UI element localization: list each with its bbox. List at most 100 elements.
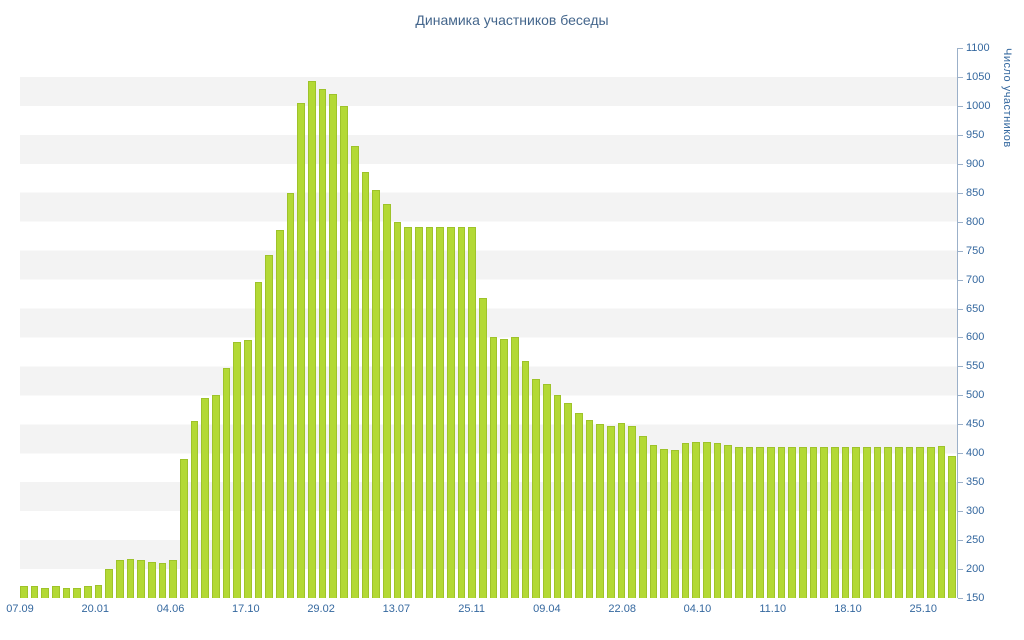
bar — [724, 444, 733, 598]
y-tick-mark — [958, 395, 963, 397]
chart-title: Динамика участников беседы — [415, 12, 609, 28]
bar — [574, 412, 583, 598]
bar — [532, 379, 540, 598]
y-tick-label: 750 — [966, 244, 985, 257]
y-tick-mark — [958, 540, 963, 542]
bar — [414, 227, 423, 598]
bar — [564, 402, 572, 598]
x-tick-label: 25.11 — [458, 603, 485, 615]
bar — [884, 447, 893, 598]
bar — [863, 447, 871, 598]
y-tick-mark — [958, 279, 963, 281]
bar — [735, 447, 743, 598]
bar — [244, 339, 252, 598]
bar — [468, 227, 476, 598]
y-tick-mark — [958, 482, 963, 484]
y-tick-mark — [958, 569, 963, 571]
bar — [116, 560, 124, 598]
bar — [841, 447, 850, 598]
bar — [703, 441, 711, 598]
bar — [809, 447, 818, 598]
bar — [660, 448, 668, 598]
y-tick-label: 350 — [966, 476, 985, 489]
y-tick-mark — [958, 598, 963, 599]
x-tick-label: 29.02 — [307, 603, 335, 615]
y-tick-mark — [958, 48, 963, 49]
bar — [340, 105, 348, 598]
y-tick-mark — [958, 250, 963, 252]
x-tick-label: 17.10 — [232, 603, 260, 615]
bar — [500, 338, 508, 598]
bar — [606, 426, 615, 598]
bar — [670, 450, 679, 598]
bar — [927, 447, 935, 598]
bar — [73, 587, 82, 598]
bar — [318, 88, 327, 598]
y-tick-label: 900 — [966, 157, 985, 170]
bar — [361, 172, 370, 598]
bar — [180, 459, 188, 598]
y-tick-label: 300 — [966, 505, 985, 518]
bar — [276, 230, 284, 598]
bar — [788, 447, 797, 598]
bar — [84, 586, 92, 598]
bar — [916, 447, 925, 598]
bar — [201, 398, 210, 598]
bar — [404, 227, 412, 598]
y-tick-label: 550 — [966, 360, 985, 373]
bar — [542, 383, 551, 598]
x-tick-label: 22.08 — [608, 603, 636, 615]
bar — [148, 561, 156, 598]
x-tick-label: 13.07 — [382, 603, 411, 615]
y-tick-mark — [958, 366, 963, 368]
y-tick-mark — [958, 221, 963, 223]
bar — [329, 94, 338, 598]
y-tick-label: 650 — [966, 302, 985, 315]
bar — [596, 424, 604, 598]
y-axis: 1100 1050 1000 950 900 850 800 750 700 650 600 550 5… — [957, 42, 1019, 604]
bar — [158, 563, 167, 598]
bar — [852, 447, 861, 598]
y-tick-label: 700 — [966, 273, 985, 286]
bar — [692, 441, 700, 598]
y-tick-label: 200 — [966, 563, 985, 576]
bar — [169, 560, 178, 598]
bar — [297, 103, 306, 598]
y-tick-mark — [958, 424, 963, 426]
bar-series — [20, 48, 957, 598]
bar — [937, 446, 946, 598]
bar — [457, 227, 466, 598]
bar — [777, 447, 786, 598]
bar — [478, 298, 487, 598]
y-tick-label: 950 — [966, 128, 985, 141]
y-tick-mark — [958, 105, 963, 107]
y-tick-mark — [958, 453, 963, 455]
y-tick-mark — [958, 192, 963, 194]
y-tick-label: 150 — [966, 592, 985, 604]
bar — [254, 282, 263, 598]
y-tick-label: 400 — [966, 447, 985, 460]
bar — [393, 221, 402, 598]
y-tick-mark — [958, 337, 963, 339]
x-tick-label: 04.06 — [156, 603, 185, 615]
bar — [756, 447, 765, 598]
bar — [799, 447, 807, 598]
bar — [585, 420, 594, 598]
bar — [382, 204, 391, 598]
bar — [62, 587, 71, 598]
bar — [52, 586, 60, 598]
bar — [212, 395, 220, 598]
bar — [265, 255, 274, 598]
bar — [831, 447, 839, 598]
y-tick-label: 800 — [966, 215, 985, 228]
x-tick-label: 09.04 — [533, 603, 561, 615]
y-tick-mark — [958, 308, 963, 310]
y-tick-mark — [958, 76, 963, 78]
bar — [638, 435, 647, 598]
bar — [94, 585, 103, 598]
y-tick-label: 500 — [966, 389, 985, 402]
y-tick-label: 600 — [966, 331, 985, 344]
y-axis-title: Число участников — [1001, 48, 1013, 148]
bar — [521, 360, 530, 598]
bar — [713, 442, 722, 598]
